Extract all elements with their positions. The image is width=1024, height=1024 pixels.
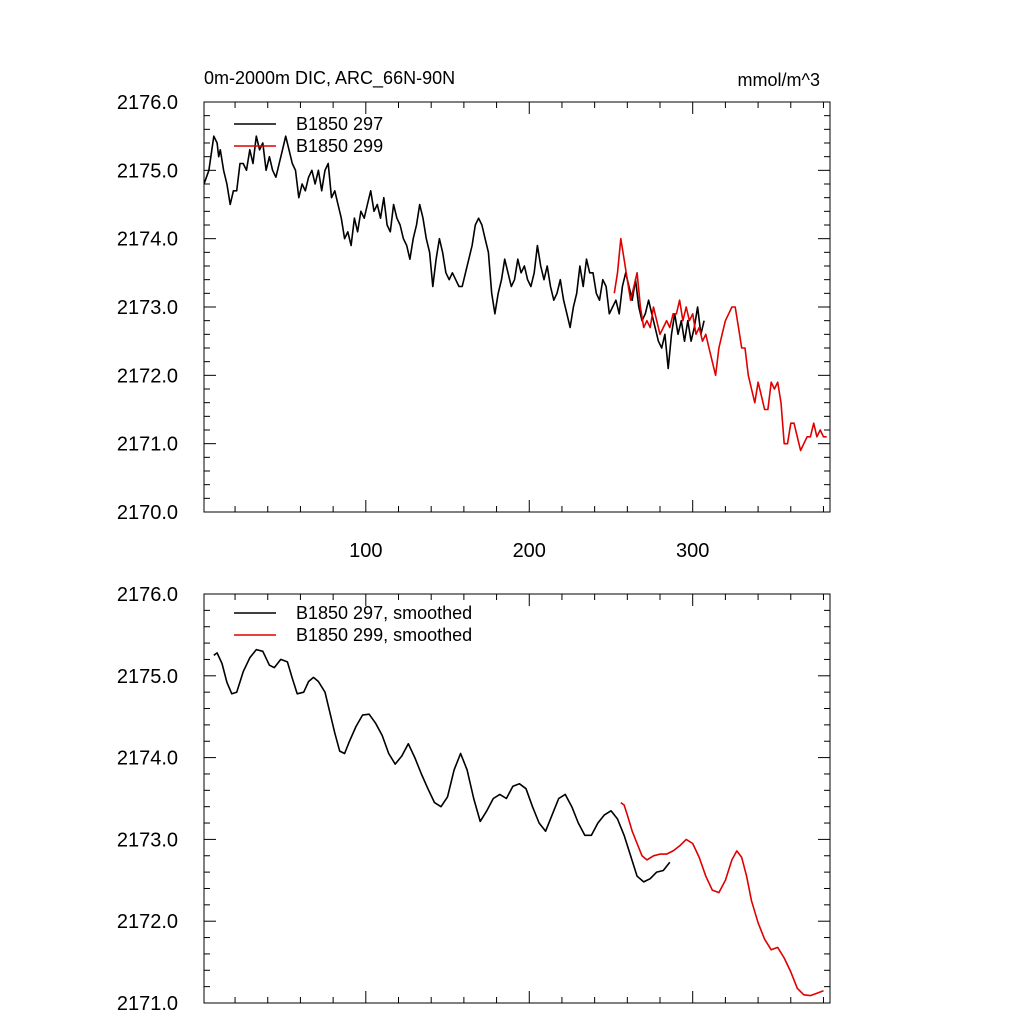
series-line-b1850-297 xyxy=(213,648,671,883)
y-tick-label: 2173.0 xyxy=(117,297,178,319)
x-tick-label: 100 xyxy=(349,540,382,562)
x-tick-label: 300 xyxy=(676,540,709,562)
plot-frame xyxy=(203,101,831,513)
bottom-panel: 2171.0 2172.0 2173.0 2174.0 2175.0 2176.0 B185… xyxy=(117,584,831,1015)
legend-label: B1850 297, smoothed xyxy=(296,603,472,623)
top-panel: 2170.0 2171.0 2172.0 2173.0 2174.0 2175.0 2176… xyxy=(117,92,831,562)
plot-frame xyxy=(203,593,831,1004)
y-tick-label: 2176.0 xyxy=(117,584,178,606)
y-tick-label: 2176.0 xyxy=(117,92,178,114)
series-line-b1850-297 xyxy=(204,135,705,370)
y-tick-label: 2171.0 xyxy=(117,434,178,456)
legend-label: B1850 299 xyxy=(296,136,383,156)
chart-title: 0m-2000m DIC, ARC_66N-90N xyxy=(204,68,455,89)
series-line-b1850-299 xyxy=(620,801,824,997)
series-line-b1850-299 xyxy=(613,237,827,452)
y-tick-label: 2175.0 xyxy=(117,666,178,688)
y-tick-label: 2174.0 xyxy=(117,229,178,251)
y-tick-label: 2171.0 xyxy=(117,993,178,1015)
y-tick-label: 2172.0 xyxy=(117,911,178,933)
x-tick-label: 200 xyxy=(513,540,546,562)
units-label: mmol/m^3 xyxy=(738,70,820,90)
legend-label: B1850 297 xyxy=(296,114,383,134)
legend-label: B1850 299, smoothed xyxy=(296,625,472,645)
y-tick-label: 2172.0 xyxy=(117,365,178,387)
y-tick-label: 2170.0 xyxy=(117,502,178,524)
y-tick-label: 2175.0 xyxy=(117,160,178,182)
y-tick-label: 2174.0 xyxy=(117,748,178,770)
y-tick-label: 2173.0 xyxy=(117,829,178,851)
